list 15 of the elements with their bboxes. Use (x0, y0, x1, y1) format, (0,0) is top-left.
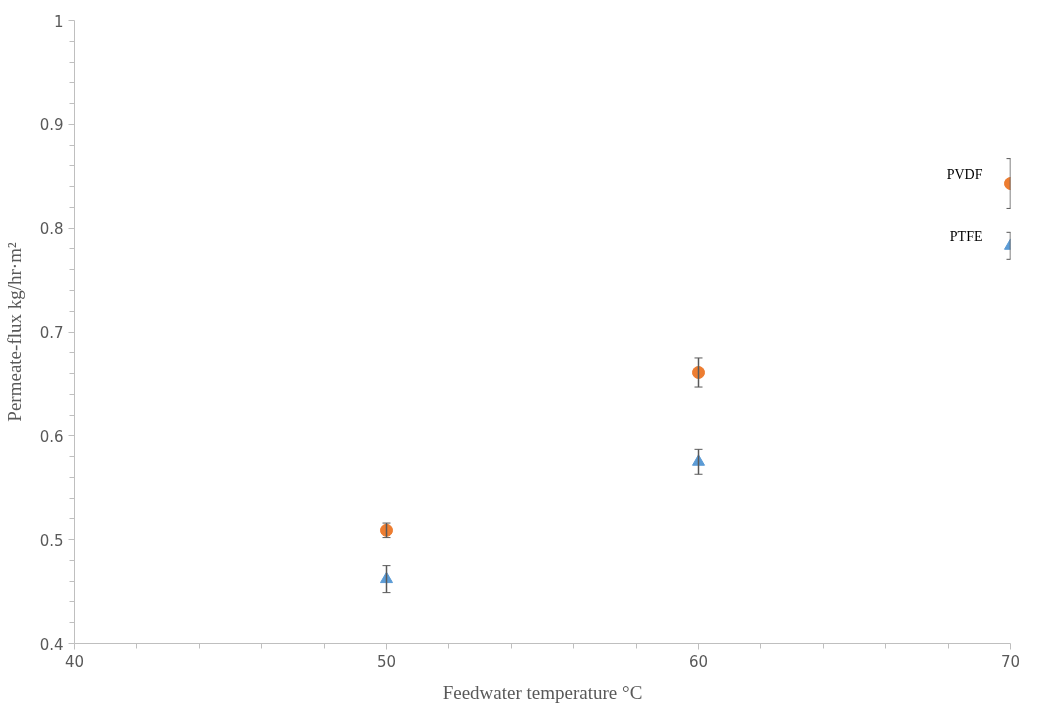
series-label: PTFE (949, 228, 983, 244)
y-tick-label: 0.8 (39, 220, 64, 239)
x-tick-label: 50 (376, 652, 397, 671)
series-label: PVDF (946, 166, 983, 182)
x-tick-label: 70 (1000, 652, 1021, 671)
y-tick-label: 0.6 (39, 427, 64, 446)
x-tick-label: 40 (64, 652, 85, 671)
y-tick-label: 1 (53, 12, 64, 31)
y-tick-label: 0.7 (39, 324, 64, 342)
x-tick-label: 60 (688, 652, 709, 671)
y-tick-label: 0.9 (39, 116, 64, 135)
y-tick-label: 0.5 (39, 531, 64, 550)
y-axis-title: Permeate-flux kg/hr·m² (3, 242, 25, 422)
x-axis-title: Feedwater temperature °C (442, 681, 643, 703)
y-tick-label: 0.4 (39, 635, 64, 654)
